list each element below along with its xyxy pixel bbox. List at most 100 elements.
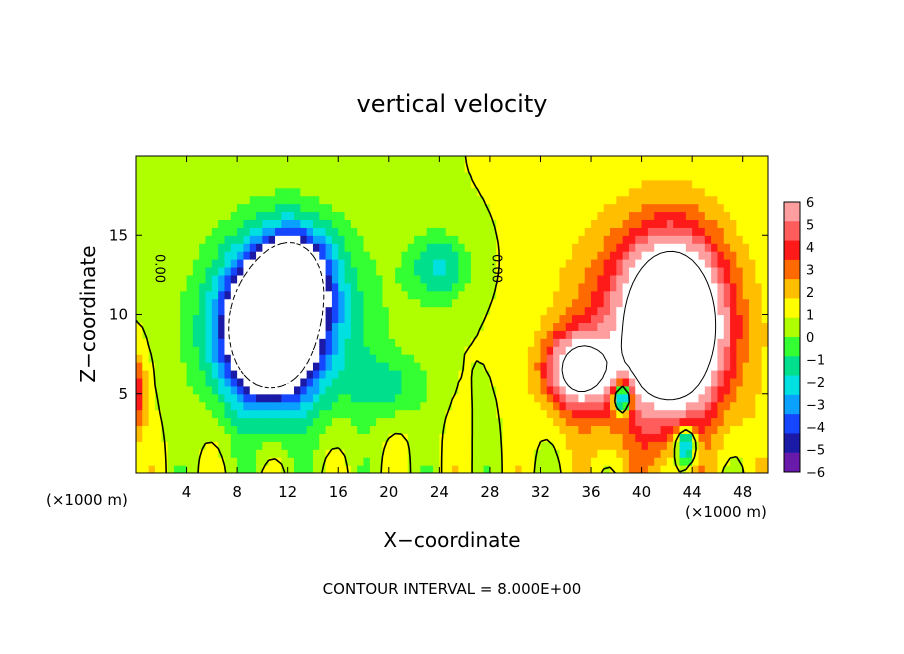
heatmap-cell — [439, 156, 447, 165]
heatmap-cell — [496, 219, 504, 228]
heatmap-cell — [622, 425, 630, 434]
heatmap-cell — [186, 259, 194, 268]
heatmap-cell — [679, 274, 687, 284]
heatmap-cell — [692, 211, 700, 220]
heatmap-cell — [534, 171, 542, 181]
heatmap-cell — [167, 266, 175, 276]
heatmap-cell — [306, 401, 314, 411]
heatmap-cell — [319, 425, 327, 434]
heatmap-cell — [660, 211, 668, 220]
heatmap-cell — [559, 306, 567, 316]
heatmap-cell — [761, 227, 768, 236]
heatmap-cell — [496, 290, 504, 300]
heatmap-cell — [660, 243, 668, 252]
heatmap-cell — [742, 393, 750, 403]
heatmap-cell — [180, 156, 188, 165]
heatmap-cell — [414, 377, 421, 387]
heatmap-cell — [256, 219, 263, 228]
heatmap-cell — [363, 346, 371, 355]
heatmap-cell — [376, 338, 384, 347]
heatmap-cell — [692, 266, 700, 276]
heatmap-cell — [256, 235, 263, 244]
heatmap-cell — [407, 401, 415, 411]
heatmap-cell — [205, 425, 213, 434]
heatmap-cell — [192, 465, 200, 473]
heatmap-cell — [717, 266, 725, 276]
heatmap-cell — [565, 290, 573, 300]
heatmap-cell — [704, 243, 712, 252]
heatmap-cell — [363, 465, 371, 473]
heatmap-cell — [749, 290, 756, 300]
heatmap-cell — [300, 441, 308, 450]
heatmap-cell — [489, 274, 497, 284]
heatmap-cell — [452, 219, 459, 228]
heatmap-cell — [218, 266, 226, 276]
heatmap-cell — [572, 243, 579, 252]
heatmap-cell — [395, 314, 403, 324]
heatmap-cell — [230, 290, 238, 300]
heatmap-cell — [452, 274, 459, 284]
heatmap-cell — [540, 354, 548, 363]
heatmap-cell — [704, 211, 712, 220]
heatmap-cell — [597, 187, 605, 197]
heatmap-cell — [388, 306, 396, 316]
heatmap-cell — [540, 369, 548, 379]
heatmap-cell — [572, 219, 579, 228]
heatmap-cell — [331, 227, 339, 236]
heatmap-cell — [211, 433, 219, 442]
heatmap-cell — [230, 385, 238, 395]
heatmap-cell — [148, 322, 156, 331]
heatmap-cell — [382, 346, 390, 355]
heatmap-cell — [698, 243, 706, 252]
heatmap-cell — [319, 219, 327, 228]
heatmap-cell — [749, 156, 756, 165]
heatmap-cell — [300, 306, 308, 316]
heatmap-cell — [749, 346, 756, 355]
heatmap-cell — [736, 354, 744, 363]
heatmap-cell — [502, 314, 510, 324]
heatmap-cell — [338, 187, 346, 197]
heatmap-cell — [666, 322, 674, 331]
heatmap-cell — [312, 266, 320, 276]
heatmap-cell — [211, 354, 219, 363]
heatmap-cell — [395, 401, 403, 411]
heatmap-cell — [154, 298, 162, 308]
heatmap-cell — [452, 401, 459, 411]
heatmap-cell — [350, 362, 358, 371]
heatmap-cell — [161, 369, 169, 379]
heatmap-cell — [161, 179, 169, 189]
heatmap-cell — [540, 433, 548, 442]
heatmap-cell — [268, 156, 276, 165]
heatmap-cell — [306, 227, 314, 236]
heatmap-cell — [666, 417, 674, 427]
heatmap-cell — [136, 465, 143, 473]
heatmap-cell — [433, 377, 440, 387]
heatmap-cell — [312, 369, 320, 379]
heatmap-cell — [256, 171, 263, 181]
heatmap-cell — [723, 266, 731, 276]
heatmap-cell — [597, 401, 605, 411]
heatmap-cell — [749, 425, 756, 434]
heatmap-cell — [294, 274, 301, 284]
heatmap-cell — [167, 409, 175, 419]
heatmap-cell — [376, 362, 384, 371]
heatmap-cell — [565, 409, 573, 419]
heatmap-cell — [666, 441, 674, 450]
heatmap-cell — [420, 251, 428, 260]
heatmap-cell — [218, 219, 226, 228]
heatmap-cell — [742, 298, 750, 308]
heatmap-cell — [173, 330, 181, 339]
heatmap-cell — [167, 362, 175, 371]
heatmap-cell — [502, 156, 510, 165]
heatmap-cell — [527, 219, 535, 228]
heatmap-cell — [489, 465, 497, 473]
heatmap-cell — [154, 354, 162, 363]
heatmap-cell — [711, 362, 719, 371]
heatmap-cell — [319, 163, 327, 173]
heatmap-cell — [641, 465, 649, 473]
heatmap-cell — [433, 203, 440, 213]
heatmap-cell — [717, 457, 725, 466]
heatmap-cell — [685, 330, 693, 339]
heatmap-cell — [464, 266, 472, 276]
heatmap-cell — [546, 330, 554, 339]
